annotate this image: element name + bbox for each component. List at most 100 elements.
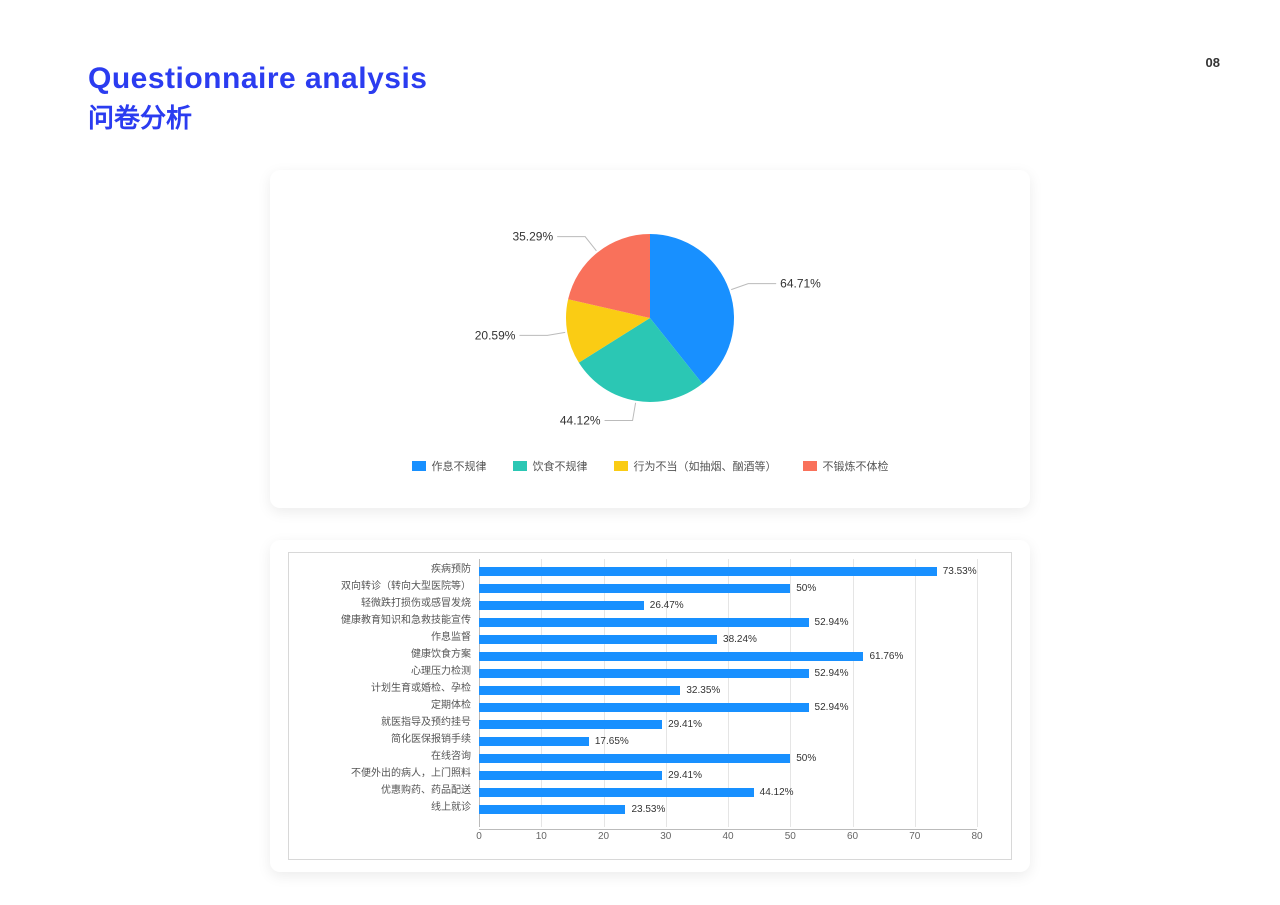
bar-value-label: 26.47% (650, 600, 684, 611)
bar-category-label: 定期体检 (297, 699, 477, 712)
bar-value-label: 38.24% (723, 634, 757, 645)
bar-category-label: 不便外出的病人，上门照料 (297, 767, 477, 780)
x-tick-label: 0 (476, 831, 482, 842)
page-number: 08 (1206, 55, 1220, 70)
bar-category-label: 线上就诊 (297, 801, 477, 814)
bar-value-label: 44.12% (760, 787, 794, 798)
bar-value-label: 52.94% (815, 668, 849, 679)
pie-chart: 64.71% 44.12% 20.59% 35.29% (270, 170, 1030, 450)
legend-label: 不锻炼不体检 (823, 458, 889, 474)
bar-fill (479, 771, 662, 780)
bar-row: 17.65% (479, 733, 977, 750)
bar-fill (479, 754, 790, 763)
bar-row: 29.41% (479, 767, 977, 784)
legend-swatch (614, 461, 628, 471)
bar-x-axis: 01020304050607080 (479, 829, 977, 849)
bar-row: 50% (479, 750, 977, 767)
bar-chart: 73.53% 50% 26.47% 52.94% 38.24% 61.76% 52.94% 3… (288, 552, 1012, 860)
bar-value-label: 29.41% (668, 719, 702, 730)
bar-fill (479, 686, 680, 695)
legend-label: 作息不规律 (432, 458, 487, 474)
bar-value-label: 52.94% (815, 702, 849, 713)
bar-category-label: 双向转诊（转向大型医院等） (297, 580, 477, 593)
bar-value-label: 73.53% (943, 566, 977, 577)
bar-row: 52.94% (479, 665, 977, 682)
bar-category-label: 在线咨询 (297, 750, 477, 763)
x-tick-label: 30 (660, 831, 671, 842)
bar-row: 73.53% (479, 563, 977, 580)
x-tick-label: 60 (847, 831, 858, 842)
x-tick-label: 70 (909, 831, 920, 842)
bar-row: 32.35% (479, 682, 977, 699)
legend-item: 不锻炼不体检 (803, 458, 889, 474)
bar-fill (479, 720, 662, 729)
bar-row: 52.94% (479, 699, 977, 716)
bar-row: 26.47% (479, 597, 977, 614)
bar-fill (479, 618, 809, 627)
pie-leader-line (557, 237, 596, 251)
bar-row: 61.76% (479, 648, 977, 665)
bar-value-label: 17.65% (595, 736, 629, 747)
x-tick-label: 50 (785, 831, 796, 842)
x-tick-label: 20 (598, 831, 609, 842)
legend-item: 行为不当（如抽烟、酗酒等） (614, 458, 777, 474)
pie-leader-line (731, 284, 776, 290)
bar-chart-card: 73.53% 50% 26.47% 52.94% 38.24% 61.76% 52.94% 3… (270, 540, 1030, 872)
x-tick-label: 40 (722, 831, 733, 842)
pie-svg: 64.71% 44.12% 20.59% 35.29% (440, 180, 860, 440)
x-tick-label: 10 (536, 831, 547, 842)
bar-category-label: 心理压力检测 (297, 665, 477, 678)
bar-value-label: 52.94% (815, 617, 849, 628)
pie-leader-line (519, 332, 565, 335)
bar-fill (479, 805, 625, 814)
bar-fill (479, 584, 790, 593)
legend-label: 行为不当（如抽烟、酗酒等） (634, 458, 777, 474)
pie-chart-card: 64.71% 44.12% 20.59% 35.29% 作息不规律 饮食不规律 行为不当（… (270, 170, 1030, 508)
bar-value-label: 61.76% (869, 651, 903, 662)
bar-baseline (479, 829, 977, 830)
pie-legend: 作息不规律 饮食不规律 行为不当（如抽烟、酗酒等） 不锻炼不体检 (270, 450, 1030, 488)
bar-category-label: 健康教育知识和急救技能宣传 (297, 614, 477, 627)
bar-value-label: 23.53% (631, 804, 665, 815)
bar-row: 38.24% (479, 631, 977, 648)
bar-category-label: 疾病预防 (297, 563, 477, 576)
bar-category-label: 作息监督 (297, 631, 477, 644)
title-english: Questionnaire analysis (88, 62, 427, 96)
bar-fill (479, 669, 809, 678)
pie-value-label: 64.71% (780, 277, 821, 291)
pie-value-label: 20.59% (475, 328, 516, 342)
legend-swatch (412, 461, 426, 471)
bar-category-label: 简化医保报销手续 (297, 733, 477, 746)
legend-item: 作息不规律 (412, 458, 487, 474)
bar-fill (479, 703, 809, 712)
legend-swatch (803, 461, 817, 471)
pie-value-label: 44.12% (560, 414, 601, 428)
bar-row: 23.53% (479, 801, 977, 818)
grid-line (977, 559, 978, 827)
legend-swatch (513, 461, 527, 471)
bar-fill (479, 635, 717, 644)
bar-row: 44.12% (479, 784, 977, 801)
bar-category-label: 轻微跌打损伤或感冒发烧 (297, 597, 477, 610)
bar-row: 50% (479, 580, 977, 597)
bar-value-label: 50% (796, 753, 816, 764)
bar-row: 29.41% (479, 716, 977, 733)
bar-category-label: 健康饮食方案 (297, 648, 477, 661)
bar-value-label: 29.41% (668, 770, 702, 781)
x-tick-label: 80 (971, 831, 982, 842)
bar-value-label: 50% (796, 583, 816, 594)
bar-fill (479, 567, 937, 576)
legend-label: 饮食不规律 (533, 458, 588, 474)
bar-fill (479, 652, 863, 661)
bar-value-label: 32.35% (686, 685, 720, 696)
title-block: Questionnaire analysis 问卷分析 (88, 62, 427, 135)
pie-leader-line (605, 403, 636, 421)
bar-category-label: 优惠购药、药品配送 (297, 784, 477, 797)
bar-category-label: 计划生育或婚检、孕检 (297, 682, 477, 695)
bar-category-label: 就医指导及预约挂号 (297, 716, 477, 729)
bar-fill (479, 601, 644, 610)
bar-plot-area: 73.53% 50% 26.47% 52.94% 38.24% 61.76% 52.94% 3… (479, 559, 977, 827)
pie-value-label: 35.29% (512, 230, 553, 244)
legend-item: 饮食不规律 (513, 458, 588, 474)
bar-fill (479, 737, 589, 746)
